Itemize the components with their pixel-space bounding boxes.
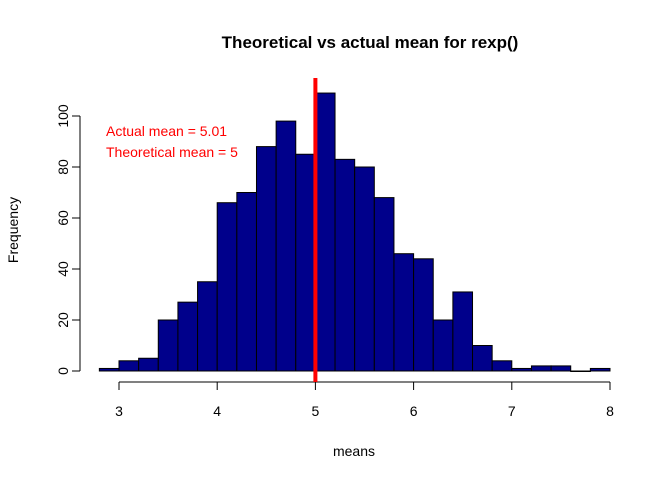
y-tick-label: 100 — [55, 104, 71, 128]
x-tick-label: 7 — [508, 403, 516, 419]
histogram-bar — [197, 281, 218, 372]
histogram-bar — [570, 370, 591, 372]
histogram-bar — [118, 360, 140, 372]
histogram-bar — [295, 153, 316, 372]
histogram-bar — [177, 301, 199, 372]
annotations-group: Actual mean = 5.01 Theoretical mean = 5 — [106, 123, 238, 160]
histogram-bar — [550, 365, 572, 372]
x-tick-label: 5 — [312, 403, 320, 419]
histogram-bar — [334, 158, 356, 372]
histogram-bar — [236, 192, 257, 372]
histogram-bar — [373, 197, 395, 372]
mean-annotation: Actual mean = 5.01 — [106, 123, 227, 139]
histogram-bar — [432, 319, 454, 372]
x-tick-label: 6 — [410, 403, 418, 419]
y-axis-label: Frequency — [5, 197, 21, 263]
histogram-bar — [216, 202, 238, 372]
histogram-bar — [138, 357, 159, 372]
histogram-bar — [157, 319, 179, 372]
y-tick-label: 80 — [55, 159, 71, 175]
chart-title: Theoretical vs actual mean for rexp() — [222, 33, 519, 52]
histogram-bar — [275, 120, 297, 372]
histogram-bar — [589, 367, 611, 372]
histogram-bar — [452, 291, 474, 372]
histogram-bar — [98, 367, 120, 372]
histogram-bar — [354, 166, 375, 372]
histogram-bar — [472, 345, 493, 372]
x-axis-label: means — [333, 443, 375, 459]
histogram-bar — [255, 146, 277, 372]
x-tick-label: 4 — [213, 403, 221, 419]
mean-annotation: Theoretical mean = 5 — [106, 144, 238, 160]
y-tick-label: 40 — [55, 261, 71, 277]
histogram-bar — [491, 360, 513, 372]
histogram-bar — [511, 367, 532, 372]
x-axis: 3 4 5 6 7 8 — [115, 381, 614, 419]
histogram-bar — [314, 92, 336, 372]
histogram-bar — [393, 253, 415, 372]
y-tick-label: 0 — [55, 367, 71, 375]
bars-group — [98, 92, 611, 372]
histogram-bar — [530, 365, 552, 372]
y-tick-label: 20 — [55, 312, 71, 328]
y-axis: 0 20 40 60 80 100 — [55, 104, 81, 375]
y-tick-label: 60 — [55, 210, 71, 226]
x-tick-label: 3 — [115, 403, 123, 419]
x-tick-label: 8 — [606, 403, 614, 419]
histogram-bar — [413, 258, 434, 372]
